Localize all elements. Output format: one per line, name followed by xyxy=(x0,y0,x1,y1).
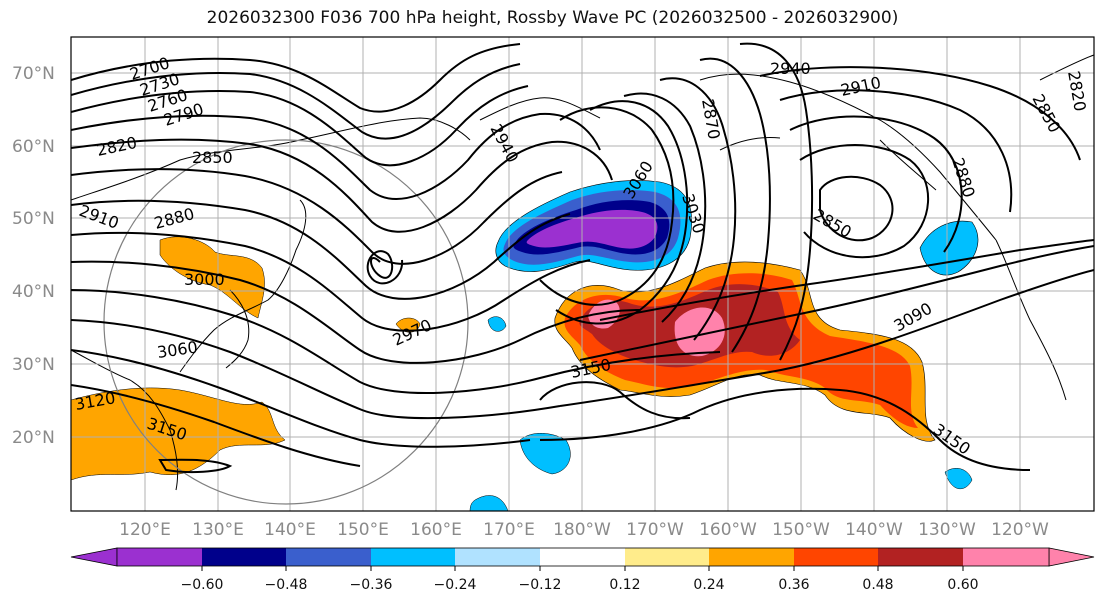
negative-anomaly-coast xyxy=(919,220,979,276)
lon-label-130w: 130°W xyxy=(918,520,976,540)
lon-label-120e: 120°E xyxy=(119,520,171,540)
colorbar-bin-1 xyxy=(117,548,202,566)
map-frame xyxy=(70,36,1095,512)
lon-label-130e: 130°E xyxy=(192,520,244,540)
lat-label-50: 50°N xyxy=(12,209,55,229)
colorbar-tick-label: −0.48 xyxy=(265,577,308,593)
colorbar-bin-11 xyxy=(963,548,1049,566)
lat-label-70: 70°N xyxy=(12,64,55,84)
negative-anomaly-small-1 xyxy=(519,433,571,475)
lat-label-40: 40°N xyxy=(12,282,55,302)
colorbar-bin-4 xyxy=(371,548,455,566)
height-contours xyxy=(71,42,1094,474)
colorbar-bin-8 xyxy=(709,548,794,566)
positive-anomaly-japan xyxy=(159,236,265,319)
colorbar-frame xyxy=(116,547,1050,567)
lon-label-160e: 160°E xyxy=(410,520,462,540)
lat-label-30: 30°N xyxy=(12,355,55,375)
lon-label-120w: 120°W xyxy=(991,520,1049,540)
colorbar-bin-3 xyxy=(286,548,371,566)
colorbar-bin-2 xyxy=(202,548,286,566)
colorbar-tick-label: 0.24 xyxy=(693,577,724,593)
colorbar-bin-5 xyxy=(455,548,540,566)
colorbar-tick-label: −0.60 xyxy=(181,577,224,593)
positive-anomaly-south-china xyxy=(71,387,286,481)
lat-label-20: 20°N xyxy=(12,428,55,448)
lon-label-150w: 150°W xyxy=(772,520,830,540)
colorbar-bin-6 xyxy=(540,548,625,566)
colorbar-bin-10 xyxy=(878,548,963,566)
colorbar-tick-label: 0.48 xyxy=(862,577,893,593)
colorbar: −0.60 −0.48 −0.36 −0.24 −0.12 0.12 0.24 … xyxy=(70,547,1095,593)
colorbar-extend-right xyxy=(1048,547,1095,567)
lon-label-180w: 180°W xyxy=(553,520,611,540)
lon-label-140w: 140°W xyxy=(845,520,903,540)
colorbar-tick-label: 0.36 xyxy=(778,577,809,593)
lon-label-170e: 170°E xyxy=(483,520,535,540)
colorbar-bin-9 xyxy=(794,548,878,566)
colorbar-tick-label: 0.12 xyxy=(609,577,640,593)
contour-label-3000: 3000 xyxy=(184,270,225,289)
lon-label-160w: 160°W xyxy=(699,520,757,540)
lon-label-170w: 170°W xyxy=(626,520,684,540)
colorbar-tick-label: −0.12 xyxy=(519,577,562,593)
lon-label-140e: 140°E xyxy=(264,520,316,540)
map-title: 2026032300 F036 700 hPa height, Rossby W… xyxy=(206,8,899,28)
lon-label-150e: 150°E xyxy=(337,520,389,540)
negative-anomaly-small-3 xyxy=(944,468,973,489)
contour-label-2940-north: 2940 xyxy=(770,59,811,78)
colorbar-extend-left xyxy=(70,547,118,567)
colorbar-tick-label: 0.60 xyxy=(947,577,978,593)
contour-label-2850: 2850 xyxy=(192,148,233,167)
colorbar-tick-label: −0.36 xyxy=(350,577,393,593)
negative-anomaly-small-4 xyxy=(469,495,509,511)
lat-label-60: 60°N xyxy=(12,137,55,157)
colorbar-ticks xyxy=(201,566,964,571)
colorbar-tick-label: −0.24 xyxy=(434,577,477,593)
colorbar-tick-labels: −0.60 −0.48 −0.36 −0.24 −0.12 0.12 0.24 … xyxy=(181,577,979,593)
colorbar-bin-7 xyxy=(625,548,709,566)
latitude-labels: 70°N 60°N 50°N 40°N 30°N 20°N xyxy=(12,64,55,448)
negative-anomaly-small-2 xyxy=(487,316,507,332)
negative-anomaly-core xyxy=(526,209,658,249)
longitude-labels: 120°E 130°E 140°E 150°E 160°E 170°E 180°… xyxy=(119,520,1049,540)
